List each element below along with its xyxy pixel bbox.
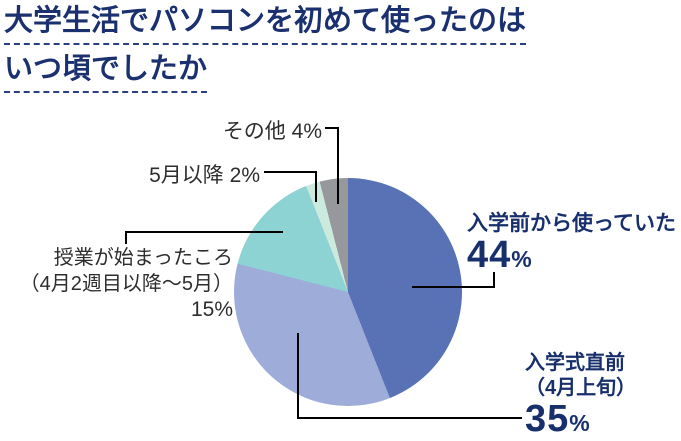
slice-value-number: 44 bbox=[467, 234, 512, 276]
slice-label-classes-pct: 15% bbox=[190, 298, 233, 321]
slice-value-percent-sign: % bbox=[511, 246, 532, 272]
chart-title-line2: いつ頃でしたか bbox=[4, 53, 208, 93]
slice-label-classes-started: 授業が始まったころ （4月2週目以降～5月） 15% bbox=[0, 245, 233, 323]
pie-chart bbox=[234, 178, 462, 406]
slice-value-percent-sign: % bbox=[569, 410, 590, 436]
slice-label-classes-line2: （4月2週目以降～5月） bbox=[19, 273, 233, 295]
slice-label-just-before-ceremony: 入学式直前 （4月上旬） 35% bbox=[525, 351, 637, 440]
slice-label-ceremony-line2: （4月上旬） bbox=[525, 377, 637, 399]
chart-title: 大学生活でパソコンを初めて使ったのは いつ頃でしたか bbox=[4, 5, 527, 101]
slice-label-after-may: 5月以降 2% bbox=[149, 164, 260, 187]
callout-line-other bbox=[325, 127, 339, 204]
slice-value-number: 35 bbox=[525, 398, 570, 440]
slice-label-before-entering: 入学前から使っていた 44% bbox=[467, 211, 676, 276]
callout-line-after-may bbox=[264, 171, 317, 202]
slice-label-ceremony-value: 35% bbox=[525, 398, 636, 440]
slice-label-before-value: 44% bbox=[467, 234, 676, 276]
slice-label-other: その他 4% bbox=[222, 120, 322, 143]
chart-title-line1: 大学生活でパソコンを初めて使ったのは bbox=[4, 5, 527, 45]
slice-label-ceremony-line1: 入学式直前 bbox=[525, 352, 625, 374]
slice-label-before-text: 入学前から使っていた bbox=[467, 212, 676, 235]
callout-line-just-before-ceremony bbox=[297, 333, 522, 419]
callout-line-classes-started bbox=[125, 231, 283, 244]
callout-line-before-entering bbox=[412, 272, 495, 288]
slice-label-classes-line1: 授業が始まったころ bbox=[53, 247, 233, 269]
